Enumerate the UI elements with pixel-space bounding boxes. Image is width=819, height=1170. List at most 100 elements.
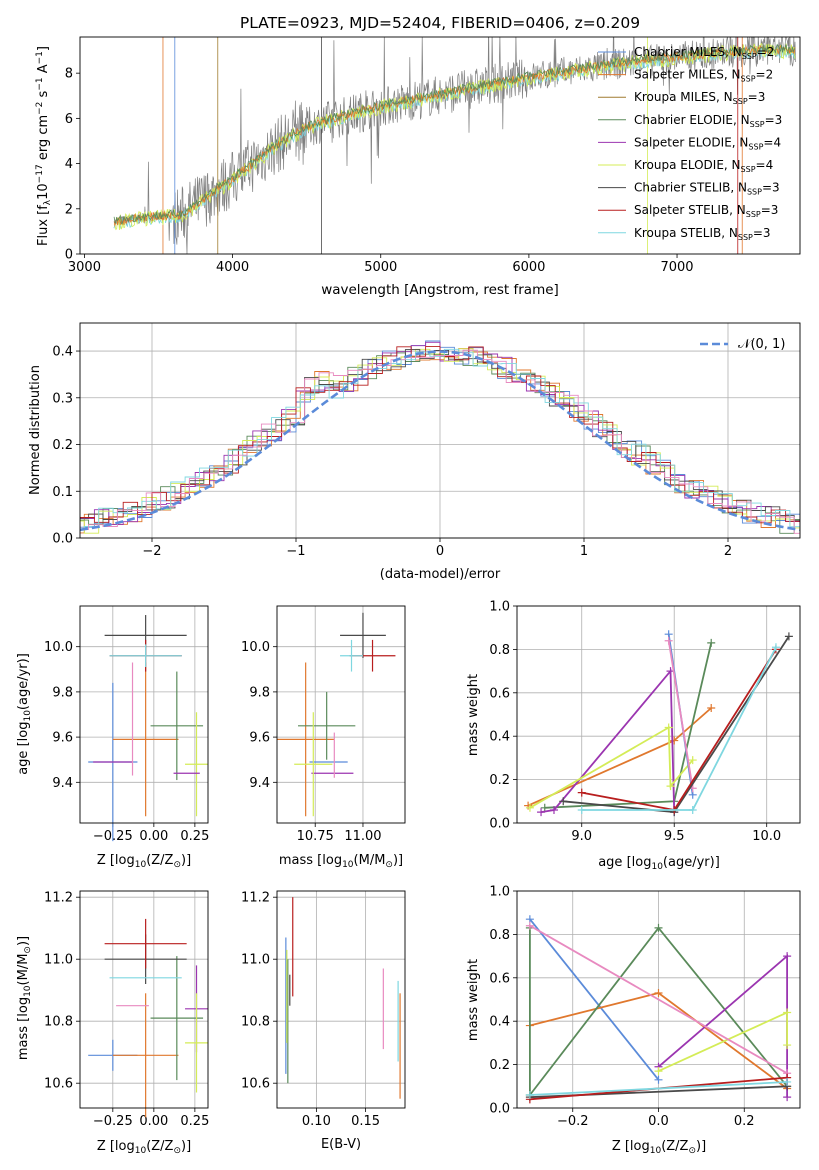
legend-n: =3 <box>762 181 780 195</box>
y-axis-label-part: (age/yr)] <box>16 653 31 710</box>
y-tick-label: 6 <box>65 112 73 127</box>
residual-histogram-line <box>80 348 800 534</box>
weight-series-line <box>667 640 694 789</box>
x-axis-label: Z [log10(Z/Z⊙)] <box>612 1139 706 1156</box>
y-tick-label: 0.6 <box>489 686 510 701</box>
y-tick-label: 0.2 <box>489 1058 510 1073</box>
y-tick-label: 9.6 <box>249 731 270 746</box>
weight-marker <box>771 643 780 652</box>
x-tick-label: 9.0 <box>571 829 592 844</box>
weight-series-line <box>529 918 660 1081</box>
x-axis-label: (data-model)/error <box>380 567 501 582</box>
spectrum-marks <box>113 37 796 254</box>
weight_vs_age-marks <box>524 630 793 817</box>
x-tick-label: 4000 <box>216 260 249 275</box>
y-axis-label-part: mass [log <box>16 997 31 1060</box>
y-axis-label-part: age [log <box>16 722 31 775</box>
legend-sub: SSP <box>742 52 757 61</box>
legend-sub: SSP <box>748 142 763 151</box>
y-tick-label: 9.4 <box>52 776 73 791</box>
y-tick-label: 0.4 <box>489 1015 510 1030</box>
x-tick-label: 11.00 <box>344 829 381 844</box>
x-axis-label-part: (M/M <box>354 853 386 868</box>
residual-histogram-line <box>80 348 800 530</box>
weight-marker <box>783 1093 792 1102</box>
x-axis-label-part: )] <box>181 853 191 868</box>
y-tick-label: 0.1 <box>52 485 73 500</box>
x-tick-label: 0.10 <box>302 1114 331 1129</box>
y-tick-label: 0 <box>65 248 73 263</box>
x-tick-label: 9.5 <box>664 829 685 844</box>
residuals-marks <box>80 340 800 534</box>
y-axis-label-part: (M/M <box>16 954 31 986</box>
y-tick-label: 10.6 <box>241 1077 270 1092</box>
y-tick-label: 9.8 <box>52 685 73 700</box>
y-tick-label: 0.8 <box>489 928 510 943</box>
y-axis-label-part: ⊙ <box>23 946 33 954</box>
axes-frame <box>79 605 209 824</box>
legend-n: =4 <box>756 158 774 172</box>
x-axis-label-part: 10 <box>135 860 147 870</box>
y-tick-label: 0.3 <box>52 391 73 406</box>
normal-distribution-line <box>80 350 800 532</box>
axes-frame <box>516 605 801 824</box>
weight-marker <box>577 788 586 797</box>
x-axis-label-part: age [log <box>598 855 651 870</box>
weight-series-line <box>563 635 790 814</box>
axes-frame <box>276 890 406 1109</box>
residual-histogram-line <box>80 352 800 534</box>
x-axis-label-part: )] <box>393 853 403 868</box>
y-axis-label-part: s <box>36 90 51 101</box>
legend-sub: SSP <box>733 97 748 106</box>
weight-marker <box>525 1090 534 1099</box>
weight-marker <box>540 803 549 812</box>
y-axis-label-part: erg cm <box>36 115 51 164</box>
y-axis-label-part: 10 <box>23 710 33 722</box>
x-axis-label-part: ⊙ <box>385 860 393 870</box>
mass_vs_ebv-marks <box>285 897 401 1099</box>
x-tick-label: 0.0 <box>648 1114 669 1129</box>
y-tick-label: 1.0 <box>489 600 510 615</box>
legend-name: Salpeter MILES, N <box>634 68 741 82</box>
x-tick-label: 3000 <box>68 260 101 275</box>
x-tick-label: 0.25 <box>180 829 209 844</box>
legend-sub: SSP <box>738 233 753 242</box>
weight_vs_z-marks <box>525 915 792 1104</box>
x-tick-label: 0.25 <box>180 1114 209 1129</box>
legend-entry: Kroupa MILES, NSSP=3 <box>634 90 765 106</box>
weight-series-line <box>529 924 788 1075</box>
model-fit-line <box>113 43 796 225</box>
x-tick-label: 0.00 <box>139 1114 168 1129</box>
weight-marker <box>525 921 534 930</box>
x-tick-label: −0.25 <box>93 1114 133 1129</box>
weight-marker <box>549 805 558 814</box>
legend-n: =2 <box>757 45 775 59</box>
weight-series-line <box>540 668 676 813</box>
x-tick-label: 10.75 <box>297 829 334 844</box>
x-tick-label: 2 <box>724 544 732 559</box>
x-tick-label: 0.00 <box>139 829 168 844</box>
y-axis-label-part: Flux [f <box>36 205 51 246</box>
weight-marker <box>783 1008 792 1017</box>
x-axis-label-part: Z [log <box>612 1139 650 1154</box>
y-tick-label: 0.2 <box>489 773 510 788</box>
weight-series-line <box>544 642 713 809</box>
y-tick-label: 0.6 <box>489 971 510 986</box>
legend-sub: SSP <box>741 165 756 174</box>
y-tick-label: 11.2 <box>44 891 73 906</box>
legend-entry: Kroupa ELODIE, NSSP=4 <box>634 158 773 174</box>
y-axis-label-part: A <box>36 64 51 77</box>
x-axis-label: wavelength [Angstrom, rest frame] <box>321 282 559 298</box>
legend-name: Chabrier STELIB, N <box>634 181 747 195</box>
y-axis-label-part: ] <box>36 46 51 51</box>
legend-entry: Chabrier MILES, NSSP=2 <box>634 45 774 61</box>
y-axis-label: Flux [fλ10−17 erg cm−2 s−1 A−1] <box>35 46 53 246</box>
y-tick-label: 11.2 <box>241 891 270 906</box>
x-axis-label-part: 10 <box>135 1146 147 1156</box>
x-tick-label: −1 <box>286 544 305 559</box>
weight-marker <box>654 923 663 932</box>
mass_vs_ebv-panel: 0.10 0.15 10.6 10.8 11.0 11.2 <box>241 890 406 1129</box>
y-tick-label: 0.4 <box>52 345 73 360</box>
residual-histogram-line <box>80 349 800 521</box>
